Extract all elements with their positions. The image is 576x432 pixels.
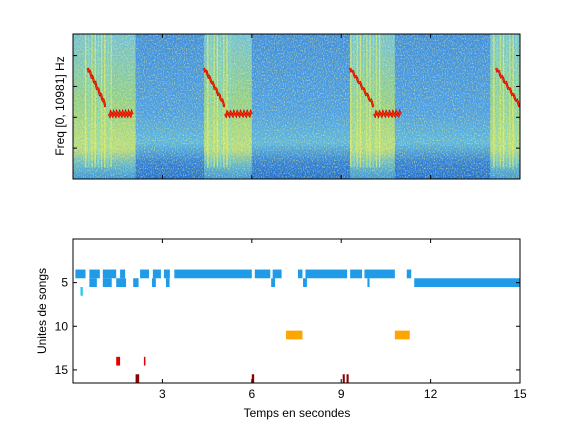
- units-xtick-label-0: 3: [159, 387, 166, 401]
- unit-bar-7: [174, 269, 252, 279]
- unit-bar-26: [286, 330, 303, 340]
- unit-bar-23: [367, 278, 370, 287]
- unit-bar-24: [414, 278, 520, 287]
- red-trace-highlight-5: [373, 110, 402, 117]
- red-trace-highlight-3: [224, 110, 253, 117]
- units-ytick-label-2: 15: [55, 363, 69, 377]
- unit-bar-17: [116, 278, 127, 287]
- units-xlabel: Temps en secondes: [244, 406, 351, 420]
- red-trace-highlight-4: [349, 67, 375, 107]
- spectrogram-frame: [72, 33, 521, 180]
- spectrogram-ylabel: Freq [0, 10981] Hz: [53, 56, 67, 155]
- units-frame: [72, 238, 521, 384]
- unit-bar-1: [89, 269, 100, 279]
- unit-bars: [75, 269, 520, 383]
- unit-bar-8: [254, 269, 271, 279]
- unit-bar-27: [394, 330, 410, 340]
- unit-bar-22: [303, 278, 307, 287]
- unit-bar-4: [140, 269, 149, 279]
- spectrogram-ticks: [73, 34, 520, 179]
- units-ytick-label-0: 5: [61, 276, 68, 290]
- unit-bar-15: [89, 278, 97, 287]
- unit-bar-13: [364, 269, 395, 279]
- unit-bar-21: [271, 278, 276, 287]
- spectrogram-red-traces: [86, 67, 520, 120]
- unit-bar-19: [151, 278, 156, 287]
- unit-bar-16: [102, 278, 112, 287]
- units-ytick-label-1: 10: [55, 319, 69, 333]
- unit-bar-33: [346, 374, 349, 383]
- red-trace-highlight-0: [87, 67, 106, 107]
- unit-bar-29: [143, 356, 146, 366]
- units-xtick-label-1: 6: [248, 387, 255, 401]
- units-ylabel: Unites de songs: [35, 268, 49, 354]
- unit-bar-28: [116, 356, 121, 366]
- units-xtick-label-3: 12: [424, 387, 438, 401]
- unit-bar-18: [133, 278, 139, 287]
- unit-bar-2: [102, 269, 117, 279]
- units-panel: 3 6 9 12 15 5 10 15 Unites de songs Temps en se…: [35, 238, 527, 420]
- red-trace-highlight-6: [495, 67, 520, 107]
- units-xtick-label-2: 9: [338, 387, 345, 401]
- unit-bar-30: [135, 374, 140, 383]
- unit-bar-31: [251, 374, 255, 383]
- spectrogram-panel: Freq [0, 10981] Hz: [53, 33, 521, 180]
- unit-bar-25: [80, 287, 83, 296]
- units-ticks: 3 6 9 12 15 5 10 15: [55, 239, 527, 401]
- unit-bar-5: [152, 269, 161, 279]
- units-xtick-label-4: 15: [513, 387, 527, 401]
- unit-bar-14: [406, 269, 412, 279]
- unit-bar-3: [120, 269, 126, 279]
- units-plot-area: [73, 239, 520, 383]
- unit-bar-9: [272, 269, 282, 279]
- unit-bar-6: [163, 269, 170, 279]
- unit-bar-11: [305, 269, 348, 279]
- spectrogram-noise-dark: [73, 34, 520, 179]
- red-trace-highlight-1: [108, 110, 133, 118]
- unit-bar-10: [297, 269, 303, 279]
- unit-bar-12: [350, 269, 363, 279]
- red-trace-highlight-2: [203, 67, 226, 107]
- unit-bar-20: [165, 278, 170, 287]
- unit-bar-0: [75, 269, 86, 279]
- unit-bar-32: [342, 374, 345, 383]
